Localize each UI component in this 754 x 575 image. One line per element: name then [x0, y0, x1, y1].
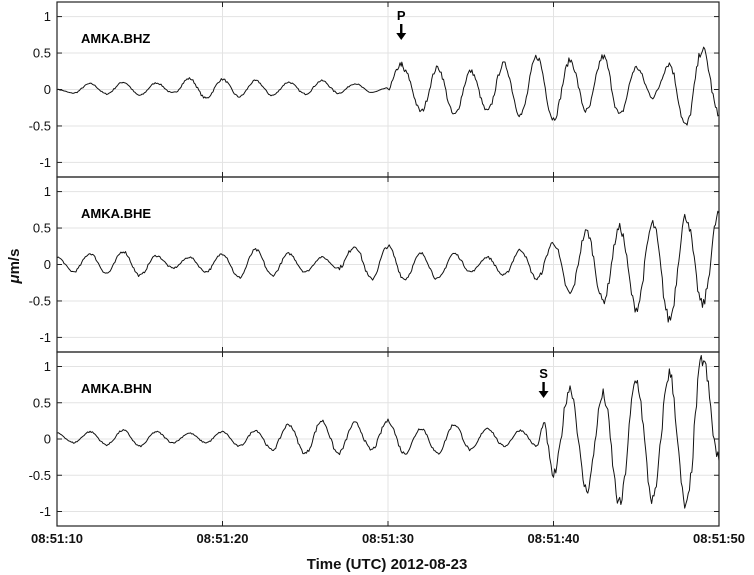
- x-tick-label: 08:51:50: [693, 531, 745, 546]
- waveform-trace: [56, 46, 720, 126]
- y-tick-label: -0.5: [29, 118, 51, 133]
- y-tick-label: 1: [44, 9, 51, 24]
- y-tick-label: -0.5: [29, 468, 51, 483]
- phase-arrow-head: [538, 391, 549, 398]
- y-axis-title-unit: m/s: [6, 249, 23, 275]
- y-tick-label: 0: [44, 432, 51, 447]
- y-tick-label: 1: [44, 359, 51, 374]
- x-tick-label: 08:51:20: [196, 531, 248, 546]
- waveform-trace: [56, 210, 720, 323]
- x-axis: 08:51:10 08:51:20 08:51:30 08:51:40 08:51:50: [31, 531, 745, 546]
- panel-frame: [56, 351, 720, 527]
- x-axis-title: Time (UTC) 2012-08-23: [307, 556, 468, 573]
- panel-amka-bhe: -1 -0.5 0 0.5 1 AMKA.BHE: [29, 176, 720, 353]
- y-tick-label: -0.5: [29, 293, 51, 308]
- x-tick-label: 08:51:30: [362, 531, 414, 546]
- x-tick-label: 08:51:10: [31, 531, 83, 546]
- station-label: AMKA.BHN: [81, 381, 152, 396]
- panel-amka-bhz: -1 -0.5 0 0.5 1 AMKA.BHZ P: [29, 1, 720, 178]
- station-label: AMKA.BHZ: [81, 31, 150, 46]
- y-tick-label: -1: [39, 155, 51, 170]
- y-tick-label: 0: [44, 257, 51, 272]
- waveform-trace: [56, 355, 720, 509]
- phase-arrow-head: [396, 33, 407, 40]
- y-tick-label: 0.5: [33, 221, 51, 236]
- phase-label-s: S: [539, 366, 548, 381]
- station-label: AMKA.BHE: [81, 206, 151, 221]
- y-tick-label: -1: [39, 504, 51, 519]
- panels: -1-0.500.51AMKA.BHZP-1-0.500.51AMKA.BHE-…: [29, 1, 720, 527]
- y-tick-label: 0.5: [33, 46, 51, 61]
- y-axis-title-prefix: μ: [6, 274, 23, 284]
- y-tick-label: -1: [39, 330, 51, 345]
- y-tick-label: 0: [44, 82, 51, 97]
- y-tick-label: 1: [44, 184, 51, 199]
- y-tick-label: 0.5: [33, 395, 51, 410]
- x-tick-label: 08:51:40: [527, 531, 579, 546]
- y-axis-title: μm/s: [6, 249, 23, 285]
- panel-amka-bhn: -1 -0.5 0 0.5 1 AMKA.BHN S: [29, 351, 720, 527]
- phase-label-p: P: [397, 8, 406, 23]
